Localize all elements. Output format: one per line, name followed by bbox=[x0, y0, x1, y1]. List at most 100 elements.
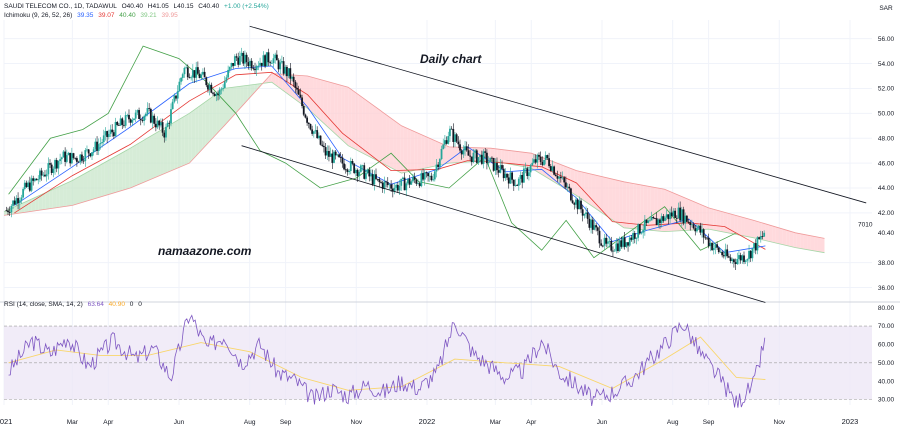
candle-body[interactable] bbox=[470, 156, 473, 163]
candle-body[interactable] bbox=[32, 178, 35, 181]
symbol-name[interactable]: SAUDI TELECOM CO., 1D, TADAWUL bbox=[4, 3, 117, 10]
candle-body[interactable] bbox=[393, 187, 396, 192]
candle-body[interactable] bbox=[763, 232, 766, 237]
candle-body[interactable] bbox=[353, 163, 356, 173]
candle-body[interactable] bbox=[326, 151, 329, 156]
candle-body[interactable] bbox=[405, 183, 408, 191]
candle-body[interactable] bbox=[464, 146, 466, 151]
candle-body[interactable] bbox=[146, 108, 149, 114]
candle-body[interactable] bbox=[20, 197, 23, 201]
candle-body[interactable] bbox=[270, 63, 273, 64]
candle-body[interactable] bbox=[244, 54, 246, 64]
candle-body[interactable] bbox=[8, 211, 11, 213]
candle-body[interactable] bbox=[10, 205, 13, 213]
candle-body[interactable] bbox=[348, 171, 351, 172]
candle-body[interactable] bbox=[109, 129, 112, 134]
candle-body[interactable] bbox=[208, 84, 211, 90]
candle-body[interactable] bbox=[141, 119, 144, 121]
candle-body[interactable] bbox=[544, 155, 547, 160]
candle-body[interactable] bbox=[77, 161, 80, 163]
candle-body[interactable] bbox=[280, 61, 283, 63]
candle-body[interactable] bbox=[30, 178, 33, 191]
candle-body[interactable] bbox=[413, 176, 416, 180]
candle-body[interactable] bbox=[709, 242, 712, 247]
candle-body[interactable] bbox=[292, 76, 295, 82]
candle-body[interactable] bbox=[302, 106, 305, 115]
candle-body[interactable] bbox=[386, 182, 389, 185]
candle-body[interactable] bbox=[366, 169, 369, 174]
candle-body[interactable] bbox=[40, 170, 43, 176]
candle-body[interactable] bbox=[643, 219, 646, 231]
candle-body[interactable] bbox=[395, 184, 398, 188]
candle-body[interactable] bbox=[193, 70, 196, 78]
candle-body[interactable] bbox=[696, 227, 698, 232]
candle-body[interactable] bbox=[188, 77, 191, 78]
candle-body[interactable] bbox=[459, 144, 461, 151]
candle-body[interactable] bbox=[628, 237, 631, 246]
candle-body[interactable] bbox=[215, 93, 218, 96]
candle-body[interactable] bbox=[501, 165, 503, 169]
candle-body[interactable] bbox=[593, 225, 596, 230]
candle-body[interactable] bbox=[39, 170, 41, 180]
candle-body[interactable] bbox=[383, 181, 386, 189]
candle-body[interactable] bbox=[289, 68, 292, 79]
candle-body[interactable] bbox=[687, 221, 690, 223]
candle-body[interactable] bbox=[674, 210, 677, 218]
candle-body[interactable] bbox=[339, 157, 342, 158]
candle-body[interactable] bbox=[496, 163, 498, 171]
candle-body[interactable] bbox=[198, 73, 201, 78]
candle-body[interactable] bbox=[706, 237, 708, 239]
candle-body[interactable] bbox=[217, 93, 219, 95]
candle-body[interactable] bbox=[606, 241, 609, 244]
rsi-pane[interactable] bbox=[4, 314, 872, 408]
candle-body[interactable] bbox=[218, 89, 221, 95]
candle-body[interactable] bbox=[680, 209, 683, 221]
candle-body[interactable] bbox=[160, 122, 162, 126]
candle-body[interactable] bbox=[296, 87, 298, 90]
candle-body[interactable] bbox=[428, 175, 431, 177]
candle-body[interactable] bbox=[190, 77, 193, 79]
candle-body[interactable] bbox=[694, 228, 697, 232]
candle-body[interactable] bbox=[55, 160, 58, 169]
candle-body[interactable] bbox=[119, 118, 122, 126]
candle-body[interactable] bbox=[97, 144, 100, 151]
candle-body[interactable] bbox=[375, 174, 377, 179]
candle-body[interactable] bbox=[195, 67, 198, 78]
candle-body[interactable] bbox=[499, 165, 502, 173]
candle-body[interactable] bbox=[447, 136, 450, 144]
candle-body[interactable] bbox=[323, 145, 325, 148]
candle-body[interactable] bbox=[722, 255, 725, 257]
candle-body[interactable] bbox=[620, 240, 623, 247]
candle-body[interactable] bbox=[35, 178, 38, 181]
candle-body[interactable] bbox=[171, 101, 174, 110]
candle-body[interactable] bbox=[618, 240, 621, 252]
candle-body[interactable] bbox=[425, 172, 428, 174]
candle-body[interactable] bbox=[751, 248, 754, 259]
candle-body[interactable] bbox=[230, 63, 233, 68]
candle-body[interactable] bbox=[623, 237, 626, 247]
candle-body[interactable] bbox=[608, 240, 611, 242]
candle-body[interactable] bbox=[260, 62, 263, 66]
channel-lower-line[interactable] bbox=[241, 145, 766, 303]
candle-body[interactable] bbox=[370, 174, 372, 177]
candle-body[interactable] bbox=[349, 161, 352, 172]
candle-body[interactable] bbox=[482, 151, 485, 164]
candle-body[interactable] bbox=[650, 217, 653, 221]
candle-body[interactable] bbox=[312, 131, 315, 134]
candle-body[interactable] bbox=[504, 173, 507, 179]
candle-body[interactable] bbox=[539, 156, 542, 162]
candle-body[interactable] bbox=[553, 166, 556, 175]
candle-body[interactable] bbox=[739, 255, 742, 261]
candle-body[interactable] bbox=[371, 174, 374, 185]
candle-body[interactable] bbox=[521, 175, 524, 183]
candle-body[interactable] bbox=[144, 113, 147, 117]
candle-body[interactable] bbox=[316, 130, 319, 139]
candle-body[interactable] bbox=[148, 108, 151, 109]
candle-body[interactable] bbox=[334, 151, 337, 156]
candle-body[interactable] bbox=[391, 188, 394, 192]
candle-body[interactable] bbox=[455, 134, 458, 142]
candle-body[interactable] bbox=[415, 179, 418, 184]
candle-body[interactable] bbox=[744, 260, 747, 262]
candle-body[interactable] bbox=[615, 243, 618, 251]
candle-body[interactable] bbox=[538, 154, 540, 157]
